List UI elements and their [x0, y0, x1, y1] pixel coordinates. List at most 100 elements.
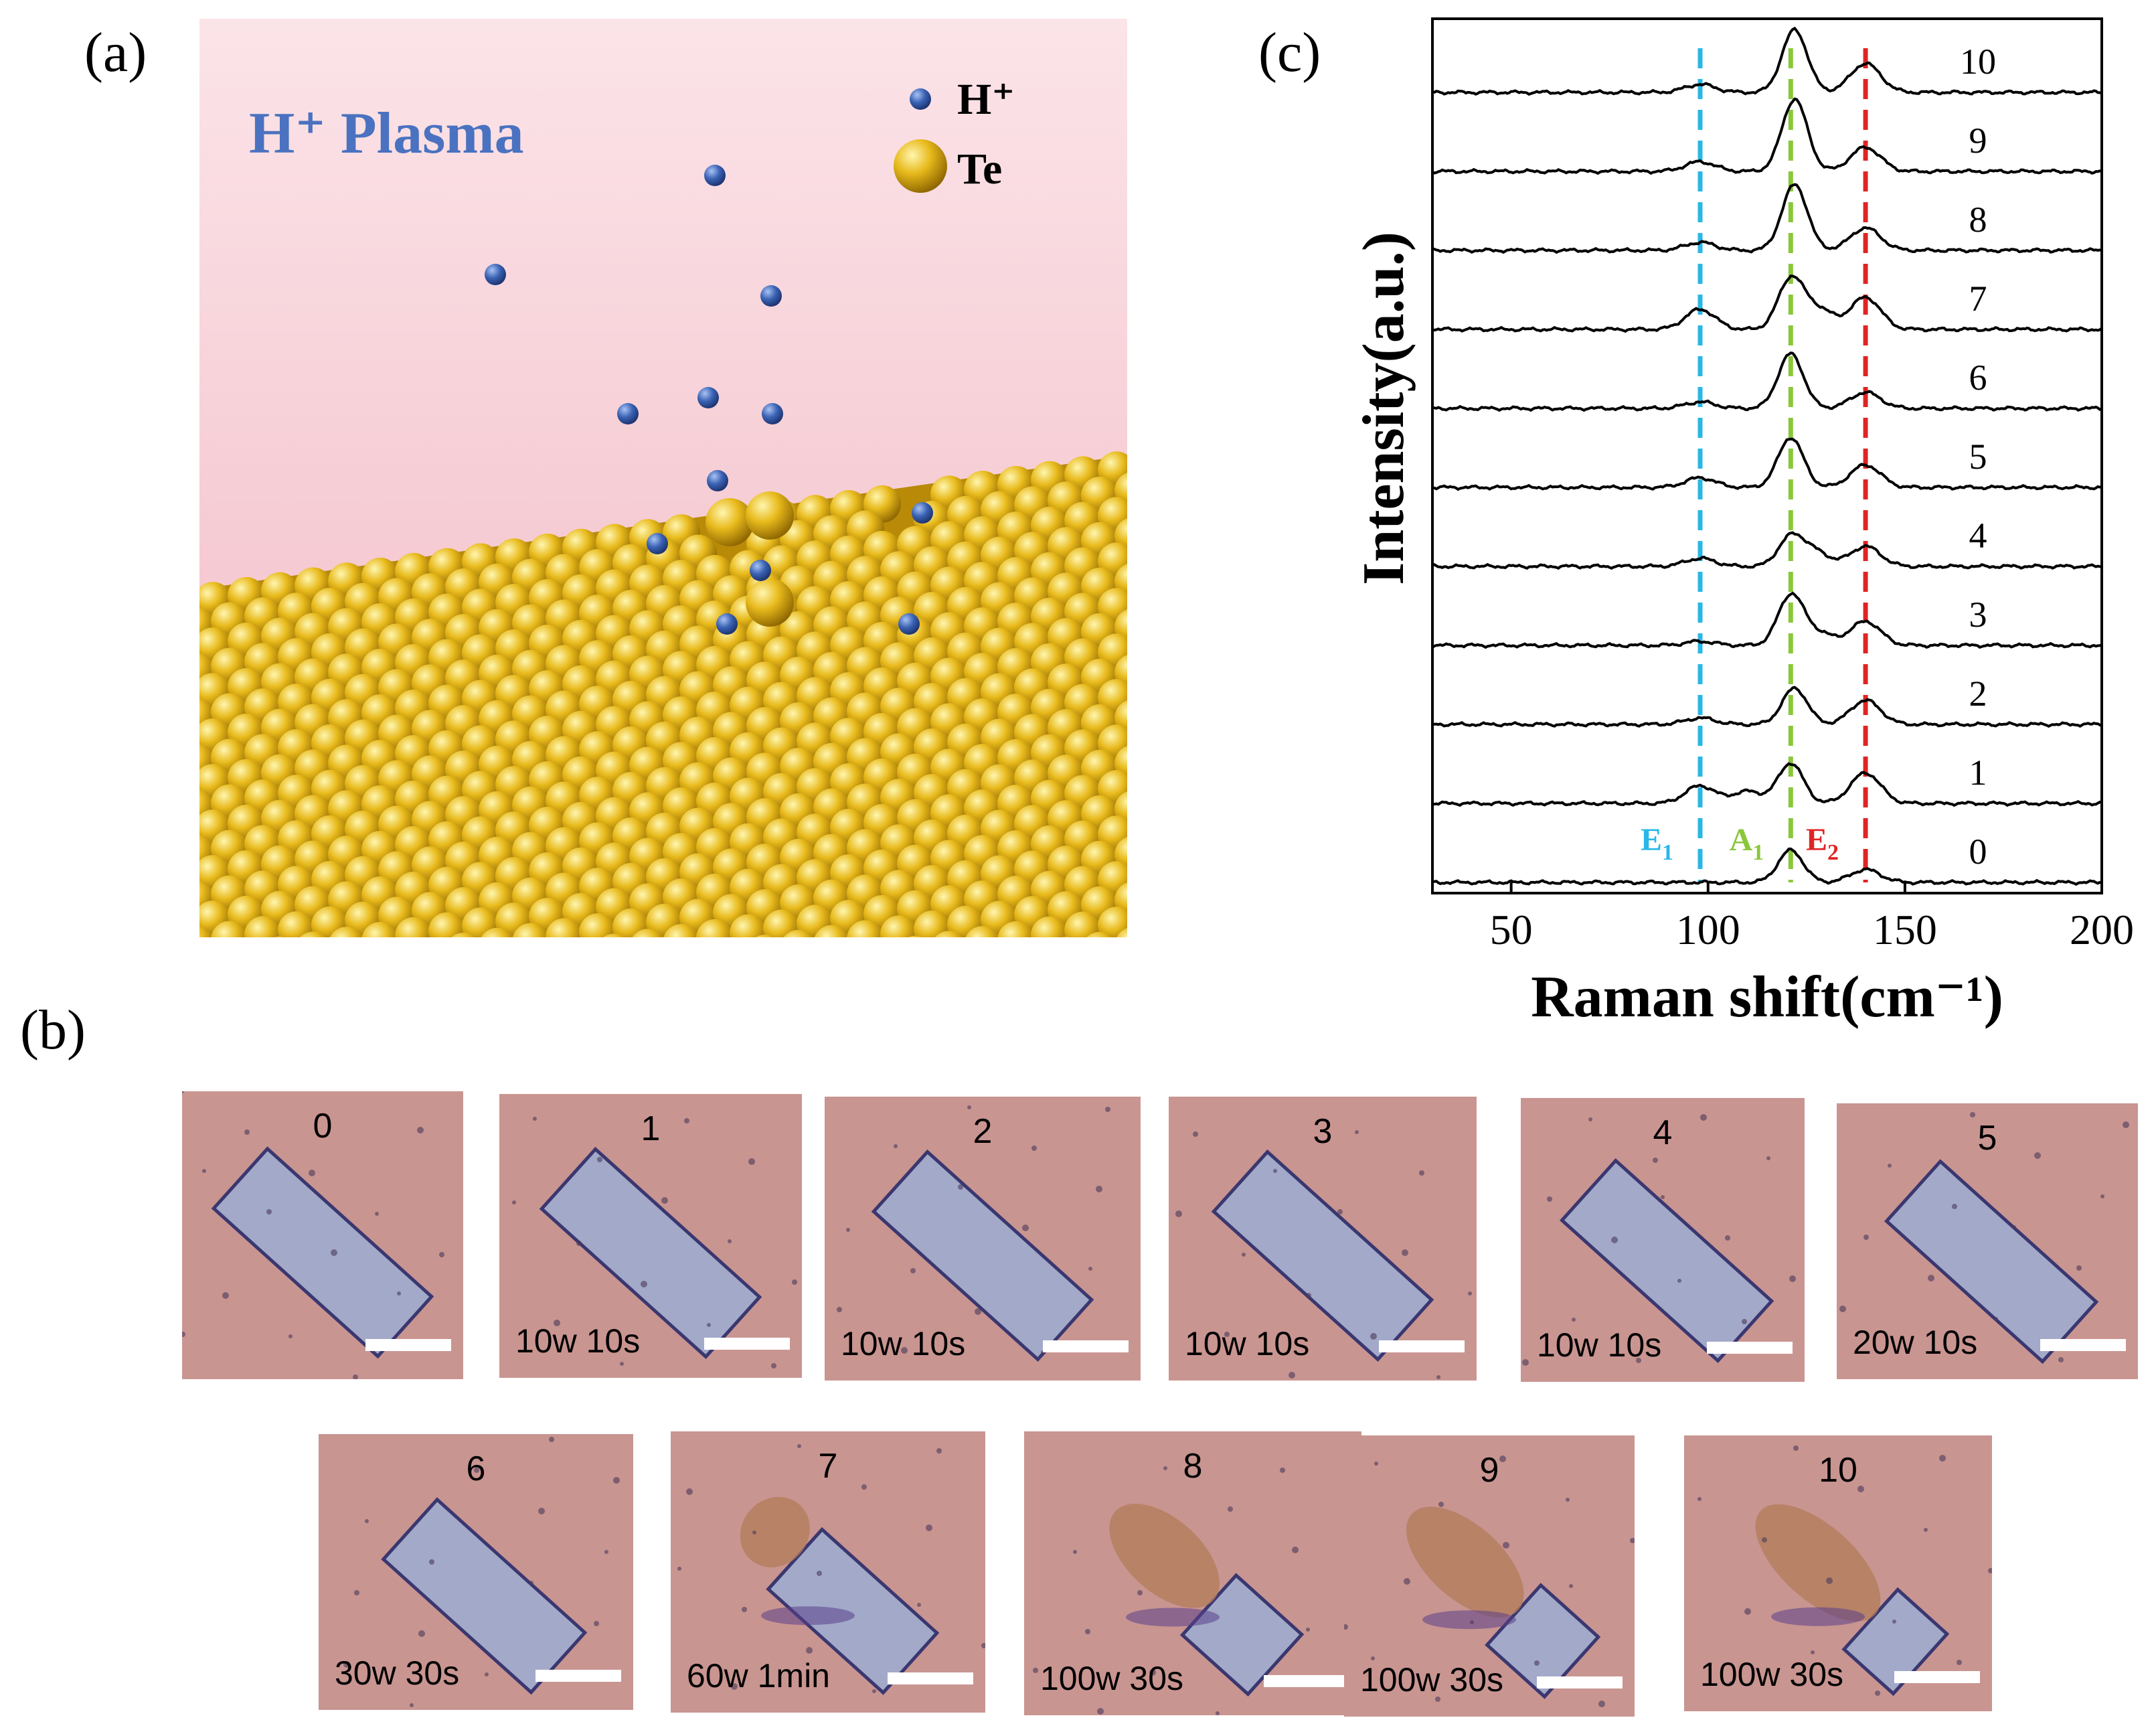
te-atom — [1131, 538, 1169, 575]
debris — [1566, 1498, 1570, 1502]
te-atom — [1148, 603, 1185, 641]
te-atom — [1131, 492, 1169, 530]
te-atom — [1064, 911, 1102, 937]
debris — [1924, 1528, 1928, 1532]
micrograph-condition: 100w 30s — [1360, 1661, 1504, 1699]
h-ion — [750, 560, 771, 581]
te-atom — [755, 935, 775, 937]
te-atom — [1131, 811, 1169, 848]
te-atom — [814, 925, 850, 937]
debris — [1957, 1660, 1962, 1665]
debris — [731, 1683, 738, 1690]
te-atom — [934, 931, 964, 937]
micrograph-image — [1344, 1456, 1635, 1707]
series-lines — [1431, 26, 2103, 886]
h-ion — [760, 285, 782, 307]
debris — [1193, 1131, 1198, 1137]
figure-svg: H⁺ Plasma H⁺ Te E1 A1 E2 0 1 2 3 4 5 6 7 8 9 10 50 10… — [161, 17, 2134, 1030]
te-flake — [1109, 1504, 1305, 1697]
debris — [1697, 1497, 1702, 1501]
series-label: 1 — [1969, 753, 1987, 793]
te-atom — [1148, 558, 1185, 595]
micrograph-image — [343, 1437, 620, 1707]
debris — [1522, 1359, 1529, 1366]
micrograph-number: 8 — [1183, 1447, 1203, 1486]
te-flake — [1406, 1506, 1601, 1699]
etched-residue — [1755, 1504, 1881, 1622]
h-ions — [485, 165, 933, 635]
te-flake — [871, 1149, 1094, 1362]
flake-body — [539, 1146, 762, 1359]
flake-body — [1179, 1573, 1305, 1697]
debris — [1402, 1249, 1408, 1256]
debris — [817, 1571, 822, 1576]
micrograph-0: 0 — [182, 1091, 463, 1379]
debris — [1857, 1486, 1864, 1492]
series-line — [1432, 531, 2102, 570]
debris — [936, 1448, 942, 1453]
debris — [686, 1488, 693, 1495]
scale-bar — [1894, 1671, 1980, 1683]
scale-bar — [365, 1339, 451, 1351]
debris — [677, 1567, 681, 1571]
flake-body — [381, 1497, 588, 1695]
debris — [533, 1117, 537, 1121]
te-atom — [161, 632, 198, 670]
debris — [1137, 1590, 1143, 1595]
series-label: 0 — [1969, 832, 1987, 872]
scale-bar — [1379, 1340, 1465, 1352]
debris — [1636, 1358, 1641, 1363]
debris — [1534, 1660, 1540, 1666]
debris — [410, 1703, 414, 1707]
micrograph-image — [1839, 1112, 2129, 1364]
debris — [1370, 1333, 1377, 1340]
te-flake — [1559, 1158, 1774, 1363]
series-line — [1432, 274, 2103, 333]
debris — [806, 1647, 813, 1654]
te-atom — [278, 911, 315, 937]
micrograph-condition: 60w 1min — [687, 1657, 830, 1695]
flake-body — [1841, 1587, 1950, 1697]
te-atom — [1131, 765, 1169, 803]
debris — [1436, 1375, 1440, 1379]
debris — [837, 1307, 842, 1312]
te-atom — [161, 769, 198, 806]
debris — [244, 1129, 250, 1135]
h-ion — [707, 470, 728, 491]
te-atom — [211, 921, 248, 937]
series-line — [1432, 437, 2102, 491]
te-atom — [1031, 916, 1068, 937]
micrograph-image — [1697, 1445, 1992, 1697]
debris — [1374, 1462, 1378, 1466]
debris — [1994, 1317, 1998, 1321]
legend-te-marker — [894, 139, 947, 193]
te-atom — [161, 860, 198, 897]
residue-streak — [1126, 1607, 1220, 1627]
series-line — [1432, 847, 2102, 886]
legend-h-marker — [910, 88, 931, 110]
debris — [1468, 1291, 1472, 1295]
micrograph-condition: 100w 30s — [1700, 1656, 1844, 1693]
te-atom — [997, 921, 1035, 937]
series-label: 4 — [1969, 516, 1987, 556]
debris — [975, 1308, 981, 1315]
debris — [2012, 1225, 2016, 1229]
debris — [917, 1603, 921, 1607]
debris — [981, 1643, 985, 1648]
micrograph-image — [512, 1117, 797, 1368]
micrograph-number: 9 — [1479, 1451, 1499, 1490]
flake-body — [1559, 1158, 1774, 1363]
debris — [958, 1184, 963, 1190]
debris — [846, 1228, 850, 1232]
scale-bar — [1264, 1675, 1349, 1687]
debris — [439, 1252, 444, 1257]
debris — [354, 1590, 359, 1595]
debris — [1088, 1267, 1092, 1271]
te-flake — [1884, 1159, 2099, 1364]
reference-line-label: E2 — [1806, 822, 1839, 865]
debris — [485, 1672, 489, 1676]
debris — [861, 1484, 867, 1490]
te-atom — [1148, 831, 1185, 868]
reference-lines: E1 A1 E2 — [1641, 48, 1868, 882]
te-atom — [412, 937, 449, 975]
